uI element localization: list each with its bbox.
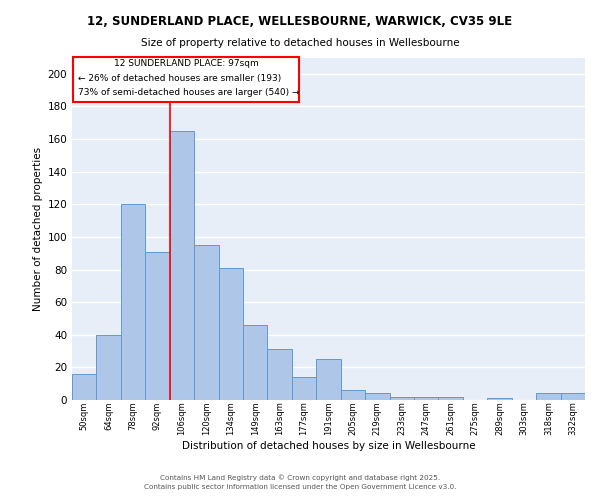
Bar xyxy=(268,350,292,400)
Bar xyxy=(194,245,218,400)
Text: 12 SUNDERLAND PLACE: 97sqm: 12 SUNDERLAND PLACE: 97sqm xyxy=(114,59,259,68)
Bar xyxy=(389,396,414,400)
Bar xyxy=(170,131,194,400)
Bar xyxy=(536,394,560,400)
Y-axis label: Number of detached properties: Number of detached properties xyxy=(33,146,43,311)
Text: Contains HM Land Registry data © Crown copyright and database right 2025.
Contai: Contains HM Land Registry data © Crown c… xyxy=(144,474,456,490)
Bar xyxy=(365,394,389,400)
Text: 73% of semi-detached houses are larger (540) →: 73% of semi-detached houses are larger (… xyxy=(78,88,299,98)
Bar xyxy=(72,374,97,400)
Bar xyxy=(414,396,439,400)
Text: 12, SUNDERLAND PLACE, WELLESBOURNE, WARWICK, CV35 9LE: 12, SUNDERLAND PLACE, WELLESBOURNE, WARW… xyxy=(88,15,512,28)
Bar xyxy=(121,204,145,400)
Bar xyxy=(341,390,365,400)
Bar xyxy=(97,335,121,400)
Text: Size of property relative to detached houses in Wellesbourne: Size of property relative to detached ho… xyxy=(140,38,460,48)
Bar xyxy=(439,396,463,400)
Bar xyxy=(145,252,170,400)
Bar xyxy=(218,268,243,400)
Text: ← 26% of detached houses are smaller (193): ← 26% of detached houses are smaller (19… xyxy=(78,74,281,83)
Bar xyxy=(292,377,316,400)
Bar xyxy=(560,394,585,400)
X-axis label: Distribution of detached houses by size in Wellesbourne: Distribution of detached houses by size … xyxy=(182,441,475,451)
Bar xyxy=(73,58,299,102)
Bar xyxy=(487,398,512,400)
Bar xyxy=(316,359,341,400)
Bar xyxy=(243,325,268,400)
